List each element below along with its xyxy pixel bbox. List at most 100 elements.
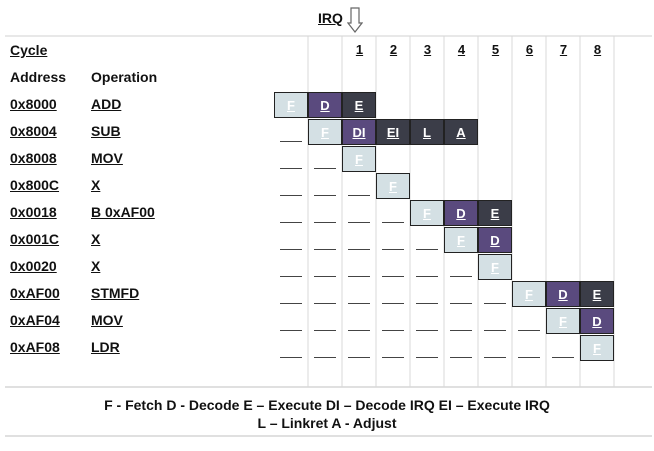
idle-dash xyxy=(314,249,336,250)
idle-dash xyxy=(314,168,336,169)
row-operation: ADD xyxy=(91,96,122,112)
row-address: 0x0018 xyxy=(10,204,57,220)
stage-cell: F xyxy=(444,227,478,253)
idle-dash xyxy=(348,249,370,250)
idle-dash xyxy=(280,276,302,277)
row-address: 0x8000 xyxy=(10,96,57,112)
stage-cell: D xyxy=(478,227,512,253)
stage-cell: A xyxy=(444,119,478,145)
row-address: 0x8008 xyxy=(10,150,57,166)
idle-dash xyxy=(280,330,302,331)
idle-dash xyxy=(484,303,506,304)
cycle-number: 7 xyxy=(559,42,568,57)
row-operation: B 0xAF00 xyxy=(91,204,155,220)
idle-dash xyxy=(416,357,438,358)
idle-dash xyxy=(348,330,370,331)
irq-label: IRQ xyxy=(318,10,343,26)
idle-dash xyxy=(484,357,506,358)
idle-dash xyxy=(348,276,370,277)
cycle-number: 8 xyxy=(593,42,602,57)
idle-dash xyxy=(450,330,472,331)
stage-cell: D xyxy=(546,281,580,307)
idle-dash xyxy=(314,195,336,196)
idle-dash xyxy=(484,330,506,331)
row-operation: X xyxy=(91,177,101,193)
stage-cell: E xyxy=(580,281,614,307)
idle-dash xyxy=(382,276,404,277)
idle-dash xyxy=(382,303,404,304)
cycle-header: Cycle xyxy=(10,42,48,58)
row-address: 0xAF08 xyxy=(10,339,60,355)
stage-cell: F xyxy=(376,173,410,199)
idle-dash xyxy=(280,195,302,196)
stage-cell: L xyxy=(410,119,444,145)
idle-dash xyxy=(314,222,336,223)
stage-cell: F xyxy=(580,335,614,361)
idle-dash xyxy=(450,276,472,277)
row-address: 0x800C xyxy=(10,177,60,193)
cycle-number: 4 xyxy=(457,42,466,57)
idle-dash xyxy=(280,141,302,142)
stage-cell: F xyxy=(308,119,342,145)
stage-cell: DI xyxy=(342,119,376,145)
stage-cell: E xyxy=(342,92,376,118)
stage-cell: F xyxy=(512,281,546,307)
legend-line-2: L – Linkret A - Adjust xyxy=(257,415,397,431)
row-operation: X xyxy=(91,258,101,274)
row-address: 0xAF00 xyxy=(10,285,60,301)
row-address: 0x8004 xyxy=(10,123,57,139)
legend-line-1: F - Fetch D - Decode E – Execute DI – De… xyxy=(104,397,550,413)
row-operation: SUB xyxy=(91,123,121,139)
idle-dash xyxy=(382,222,404,223)
idle-dash xyxy=(348,195,370,196)
cycle-number: 6 xyxy=(525,42,534,57)
idle-dash xyxy=(450,303,472,304)
stage-cell: D xyxy=(444,200,478,226)
stage-cell: D xyxy=(308,92,342,118)
idle-dash xyxy=(450,357,472,358)
idle-dash xyxy=(348,222,370,223)
stage-cell: F xyxy=(342,146,376,172)
stage-cell: F xyxy=(274,92,308,118)
idle-dash xyxy=(280,303,302,304)
row-address: 0xAF04 xyxy=(10,312,60,328)
operation-header: Operation xyxy=(91,69,158,85)
idle-dash xyxy=(280,222,302,223)
idle-dash xyxy=(416,249,438,250)
cycle-number: 5 xyxy=(491,42,500,57)
idle-dash xyxy=(518,330,540,331)
row-operation: MOV xyxy=(91,150,123,166)
idle-dash xyxy=(348,357,370,358)
idle-dash xyxy=(280,168,302,169)
address-header: Address xyxy=(10,69,67,85)
stage-cell: EI xyxy=(376,119,410,145)
idle-dash xyxy=(416,330,438,331)
idle-dash xyxy=(382,330,404,331)
idle-dash xyxy=(280,357,302,358)
idle-dash xyxy=(382,357,404,358)
cycle-number: 2 xyxy=(389,42,398,57)
stage-cell: F xyxy=(546,308,580,334)
idle-dash xyxy=(552,357,574,358)
stage-cell: F xyxy=(478,254,512,280)
idle-dash xyxy=(416,303,438,304)
idle-dash xyxy=(314,276,336,277)
idle-dash xyxy=(348,303,370,304)
idle-dash xyxy=(314,330,336,331)
idle-dash xyxy=(314,357,336,358)
row-operation: LDR xyxy=(91,339,120,355)
stage-cell: E xyxy=(478,200,512,226)
stage-cell: F xyxy=(410,200,444,226)
idle-dash xyxy=(314,303,336,304)
row-operation: STMFD xyxy=(91,285,140,301)
row-operation: X xyxy=(91,231,101,247)
row-operation: MOV xyxy=(91,312,123,328)
row-address: 0x0020 xyxy=(10,258,57,274)
idle-dash xyxy=(382,249,404,250)
idle-dash xyxy=(280,249,302,250)
idle-dash xyxy=(518,357,540,358)
row-address: 0x001C xyxy=(10,231,60,247)
stage-cell: D xyxy=(580,308,614,334)
cycle-number: 3 xyxy=(423,42,432,57)
